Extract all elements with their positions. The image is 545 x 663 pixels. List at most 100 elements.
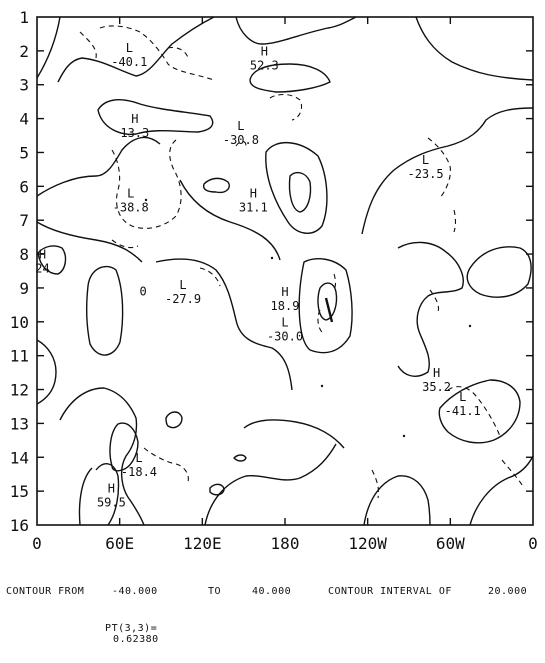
footer-point-info: PT(3,3)= 0.62380 [92, 612, 159, 645]
extremum-type: H [39, 248, 46, 262]
contour-line [36, 221, 143, 263]
contour-line [438, 379, 521, 444]
contour-line [469, 455, 534, 526]
extremum-high: H24 [35, 248, 49, 276]
to-value: 40.000 [252, 586, 292, 597]
extremum-high: H31.1 [239, 187, 268, 215]
y-tick-label: 1 [19, 8, 29, 27]
dashed-contour-line [447, 386, 501, 437]
dashed-contour-line [269, 93, 303, 121]
dashed-contour-line [317, 309, 325, 335]
contour-line [397, 241, 464, 377]
y-tick-label: 11 [10, 347, 29, 366]
dashed-contour-line [99, 25, 215, 81]
y-tick-label: 3 [19, 76, 29, 95]
contour-line [265, 141, 328, 234]
x-tick-label: 60E [105, 534, 134, 553]
extremum-high: H35.2 [422, 366, 451, 394]
extremum-type: H [250, 187, 257, 201]
extremum-value: -38.8 [113, 201, 149, 215]
extremum-value: 18.9 [271, 299, 300, 313]
to-label: TO [208, 586, 222, 597]
contour-line [249, 63, 331, 93]
extremum-value: 24 [35, 262, 49, 276]
extremum-value: -18.4 [121, 465, 157, 479]
x-tick-label: 180 [271, 534, 300, 553]
contour-line [36, 16, 61, 79]
y-tick-label: 13 [10, 414, 29, 433]
x-tick-label: 60W [436, 534, 465, 553]
pt-label: PT(3,3)= [105, 623, 158, 634]
extremum-value: 31.1 [239, 201, 268, 215]
contour-line [109, 422, 139, 472]
y-tick-label: 8 [19, 245, 29, 264]
dot [402, 434, 406, 438]
y-tick-label: 12 [10, 381, 29, 400]
extremum-low: L-40.1 [111, 41, 147, 69]
contour-line [155, 258, 293, 391]
extremum-high: H52.3 [250, 44, 279, 72]
extremum-value: 59.5 [97, 495, 126, 509]
extremum-value: -23.5 [407, 167, 443, 181]
extremum-high: H18.9 [271, 285, 300, 313]
y-tick-label: 2 [19, 42, 29, 61]
contour-line [95, 463, 120, 526]
extremum-value: -30.0 [267, 329, 303, 343]
contour-line [235, 16, 357, 45]
dashed-contours [79, 25, 525, 499]
extremum-type: L [126, 41, 133, 55]
contour-line [317, 282, 338, 321]
dashed-contour-line [235, 140, 247, 147]
extremum-type: H [261, 44, 268, 58]
extremum-low: L-27.9 [165, 278, 201, 306]
contour-interval-label: CONTOUR INTERVAL OF [328, 586, 452, 597]
extremum-type: L [459, 390, 466, 404]
contour-from-label: CONTOUR FROM [6, 586, 85, 597]
dashed-contour-line [79, 31, 97, 59]
extremum-type: L [237, 119, 244, 133]
extremum-low: L-41.1 [445, 390, 481, 418]
extremum-value: 52.3 [250, 58, 279, 72]
extremum-low: L-38.8 [113, 187, 149, 215]
dashed-contour-line [453, 209, 457, 233]
dot [270, 256, 274, 260]
extremum-value: -40.1 [111, 55, 147, 69]
extremum-low: L-18.4 [121, 451, 157, 479]
contour-line [324, 297, 334, 323]
extremum-value: 13.3 [120, 126, 149, 140]
dot [468, 324, 472, 328]
contour-line [298, 258, 353, 354]
x-tick-label: 120W [348, 534, 387, 553]
y-tick-label: 7 [19, 211, 29, 230]
contour-line [36, 136, 161, 197]
y-tick-label: 9 [19, 279, 29, 298]
contour-line [466, 246, 532, 298]
extrema-labels: L-40.1H52.3H13.3L-30.8L-23.5L-38.8H31.1H… [35, 41, 481, 509]
footer-contour-info: CONTOUR FROM -40.000 TO 40.000 CONTOUR I… [6, 586, 541, 663]
contour-from-value: -40.000 [112, 586, 158, 597]
contour-line [361, 107, 534, 235]
y-tick-label: 15 [10, 482, 29, 501]
extremum-type: H [131, 112, 138, 126]
dashed-contour-line [111, 139, 182, 229]
extremum-type: L [422, 153, 429, 167]
dashed-contour-line [429, 289, 440, 313]
extremum-low: L-23.5 [407, 153, 443, 181]
y-tick-label: 14 [10, 448, 29, 467]
y-tick-label: 6 [19, 177, 29, 196]
contour-line [57, 16, 215, 83]
x-tick-label: 120E [183, 534, 222, 553]
y-tick-label: 4 [19, 110, 29, 129]
contour-line [37, 245, 67, 275]
contour-line [233, 454, 247, 462]
contour-line [415, 16, 534, 81]
contour-line [179, 179, 281, 261]
extremum-type: L [135, 451, 142, 465]
dashed-contour-line [167, 46, 189, 59]
extremum-type: H [281, 285, 288, 299]
extremum-high: H13.3 [120, 112, 149, 140]
x-tick-label: 0 [32, 534, 42, 553]
dot [320, 384, 324, 388]
